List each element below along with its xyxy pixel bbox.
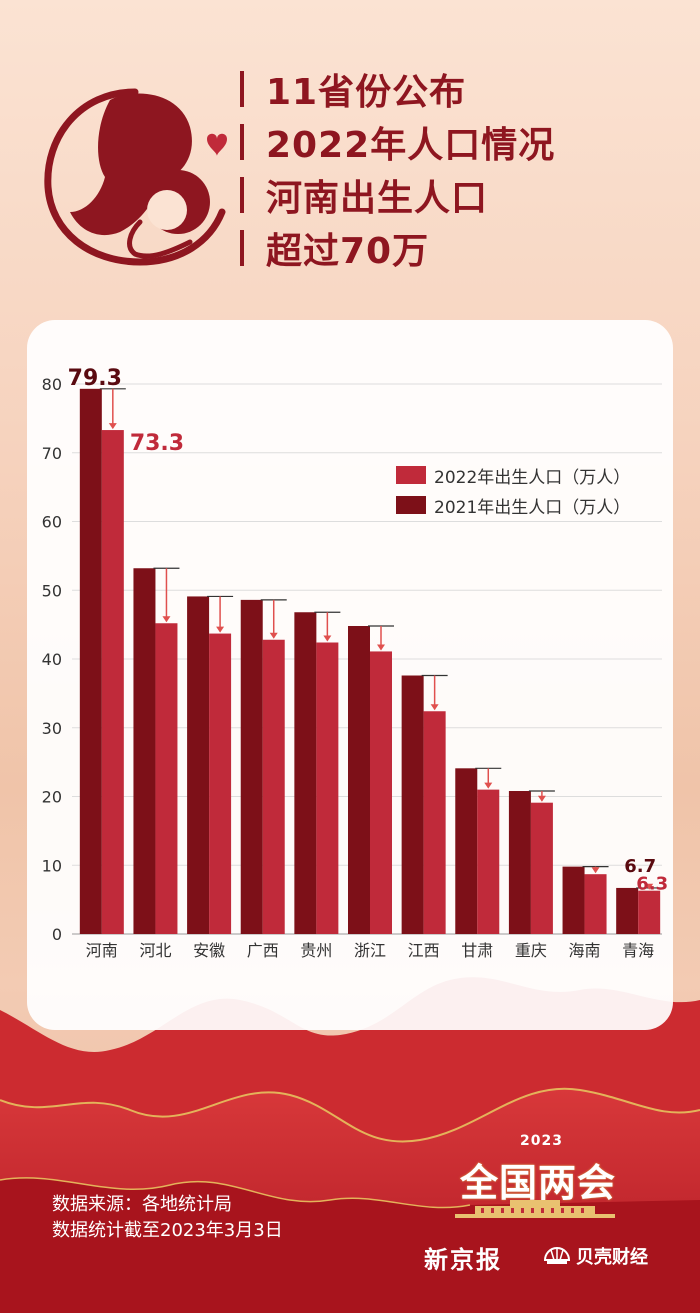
- y-tick-label: 70: [42, 444, 62, 463]
- drop-arrow-head: [323, 635, 332, 642]
- y-tick-label: 30: [42, 719, 62, 738]
- beike-logo: 贝壳财经: [544, 1243, 648, 1269]
- bar-2021: [562, 866, 585, 934]
- x-tick-label: 甘肃: [461, 941, 493, 960]
- legend-swatch-2022: [396, 466, 426, 484]
- data-cutoff-line: 数据统计截至2023年3月3日: [52, 1220, 283, 1241]
- bar-2022: [530, 802, 553, 934]
- bar-2021: [401, 675, 424, 934]
- headline-line: 河南出生人口: [240, 168, 555, 221]
- headline-bar: [240, 70, 244, 107]
- xinjingbao-logo: 新京报: [424, 1245, 502, 1274]
- legend-label-2021: 2021年出生人口（万人）: [434, 497, 631, 518]
- x-tick-label: 海南: [569, 941, 601, 960]
- legend-swatch-2021: [396, 496, 426, 514]
- drop-arrow-head: [537, 795, 546, 802]
- shell-icon: [544, 1246, 570, 1264]
- drop-arrow-head: [430, 704, 439, 711]
- y-tick-label: 40: [42, 650, 62, 669]
- drop-arrow-head: [269, 632, 278, 639]
- x-tick-label: 浙江: [354, 941, 386, 960]
- data-source-line: 数据来源：各地统计局: [52, 1194, 232, 1215]
- bar-2022: [638, 890, 661, 934]
- bar-2022: [316, 642, 339, 934]
- bar-2022: [155, 623, 178, 934]
- drop-arrow-head: [108, 423, 117, 430]
- y-tick-label: 10: [42, 856, 62, 875]
- y-tick-label: 20: [42, 788, 62, 807]
- data-label: 73.3: [130, 431, 184, 456]
- y-tick-label: 0: [52, 925, 62, 944]
- bar-2022: [584, 874, 607, 934]
- headline-bar: [240, 229, 244, 266]
- headline-line: 超过70万: [240, 221, 555, 274]
- bar-2021: [133, 568, 156, 934]
- headline-line: 11省份公布: [240, 62, 555, 115]
- x-tick-label: 河南: [86, 941, 118, 960]
- headline-text: 河南出生人口: [266, 177, 489, 219]
- legend-item-2022: 2022年出生人口（万人）: [396, 460, 630, 490]
- bar-2022: [423, 711, 446, 934]
- mother-child-icon: [44, 88, 227, 266]
- lianghui-title: 全国两会: [460, 1161, 617, 1205]
- beike-label: 贝壳财经: [576, 1247, 648, 1268]
- drop-arrow-head: [591, 867, 600, 874]
- data-source: 数据来源：各地统计局 数据统计截至2023年3月3日: [52, 1192, 283, 1244]
- bar-2021: [79, 388, 102, 934]
- data-label: 79.3: [68, 366, 122, 391]
- lianghui-year: 2023: [520, 1133, 563, 1149]
- x-tick-label: 安徽: [193, 941, 225, 960]
- bar-chart: 0 10 20 30 40 50 60 70 80 河南 河北 安徽 广西 贵州 浙江 江西 甘肃 重庆 海南 青海 7…: [42, 366, 668, 960]
- x-tick-label: 江西: [408, 941, 440, 960]
- bar-2021: [508, 791, 531, 934]
- bar-2022: [101, 430, 124, 934]
- headline-bar: [240, 123, 244, 160]
- x-tick-label: 广西: [247, 941, 279, 960]
- data-label: 6.3: [636, 874, 668, 895]
- headline: 11省份公布 2022年人口情况 河南出生人口 超过70万: [240, 62, 555, 274]
- y-tick-label: 80: [42, 375, 62, 394]
- headline-text: 11省份公布: [266, 71, 467, 113]
- bar-2022: [477, 789, 500, 934]
- bar-2021: [348, 626, 370, 934]
- headline-text: 超过70万: [266, 230, 430, 272]
- chart-legend: 2022年出生人口（万人） 2021年出生人口（万人）: [396, 460, 630, 520]
- headline-line: 2022年人口情况: [240, 115, 555, 168]
- great-hall-icon: [455, 1200, 615, 1218]
- legend-item-2021: 2021年出生人口（万人）: [396, 490, 630, 520]
- y-tick-label: 50: [42, 581, 62, 600]
- bar-2022: [209, 633, 232, 934]
- y-tick-label: 60: [42, 513, 62, 532]
- x-tick-label: 河北: [139, 941, 171, 960]
- headline-text: 2022年人口情况: [266, 124, 556, 166]
- bar-2021: [455, 768, 478, 934]
- x-tick-label: 青海: [622, 941, 654, 960]
- drop-arrow-head: [377, 644, 385, 651]
- bar-2021: [240, 599, 263, 934]
- bar-2021: [294, 612, 317, 934]
- bar-2022: [262, 639, 285, 934]
- bar-2021: [616, 887, 639, 934]
- x-tick-label: 贵州: [300, 941, 332, 960]
- drop-arrow-head: [645, 883, 654, 890]
- drop-arrow-head: [162, 616, 171, 623]
- drop-arrow-head: [484, 782, 493, 789]
- bar-2022: [370, 651, 392, 934]
- x-tick-label: 重庆: [515, 941, 547, 960]
- drop-arrow-head: [216, 626, 225, 633]
- headline-bar: [240, 176, 244, 213]
- legend-label-2022: 2022年出生人口（万人）: [434, 467, 631, 488]
- data-label: 6.7: [624, 856, 656, 877]
- bar-2021: [187, 596, 210, 934]
